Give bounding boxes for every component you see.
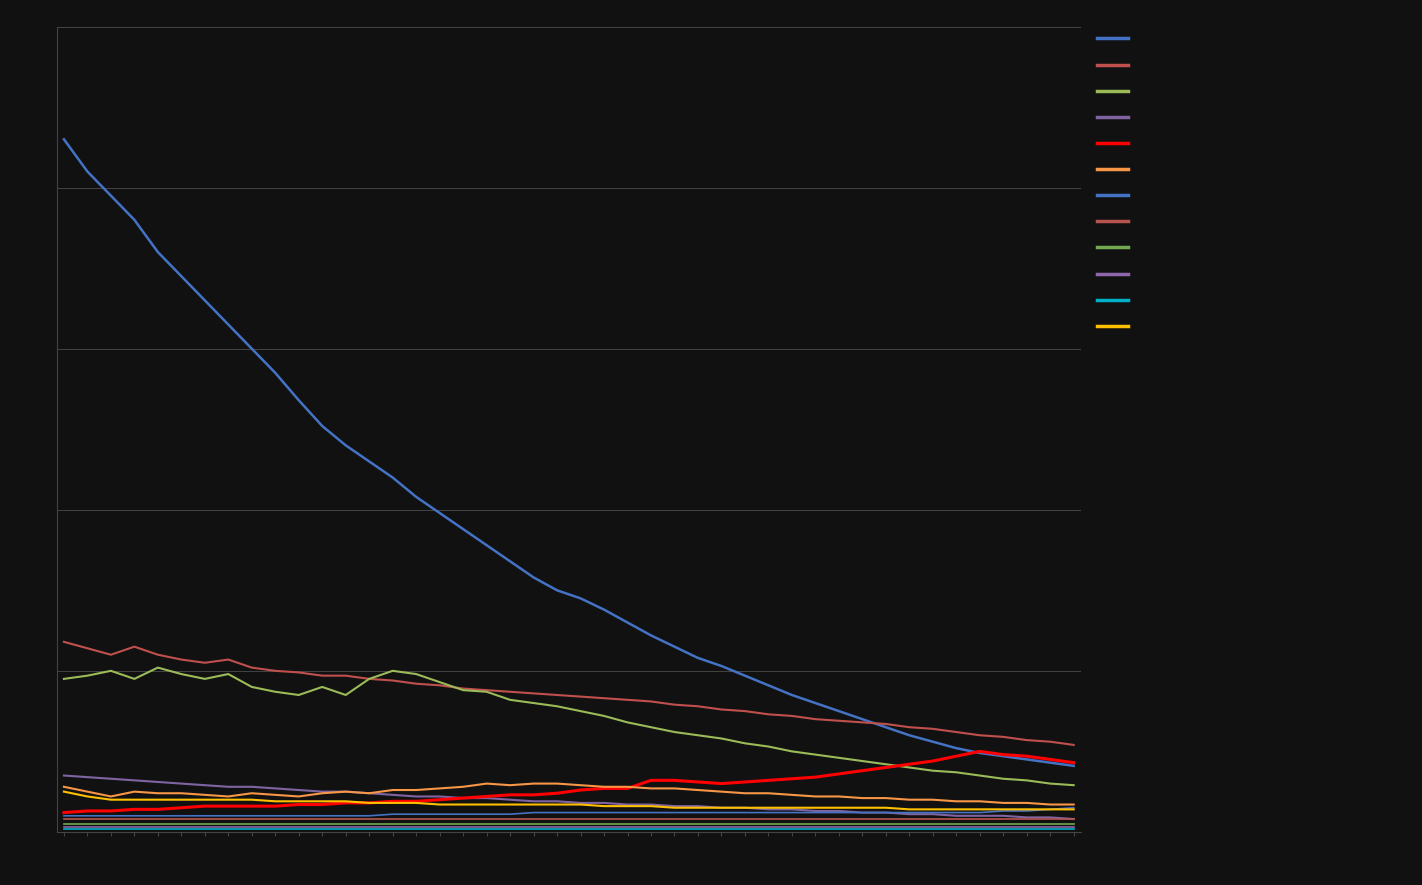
Legend: , , , , , , , , , , , : , , , , , , , , , , ,	[1098, 33, 1132, 333]
